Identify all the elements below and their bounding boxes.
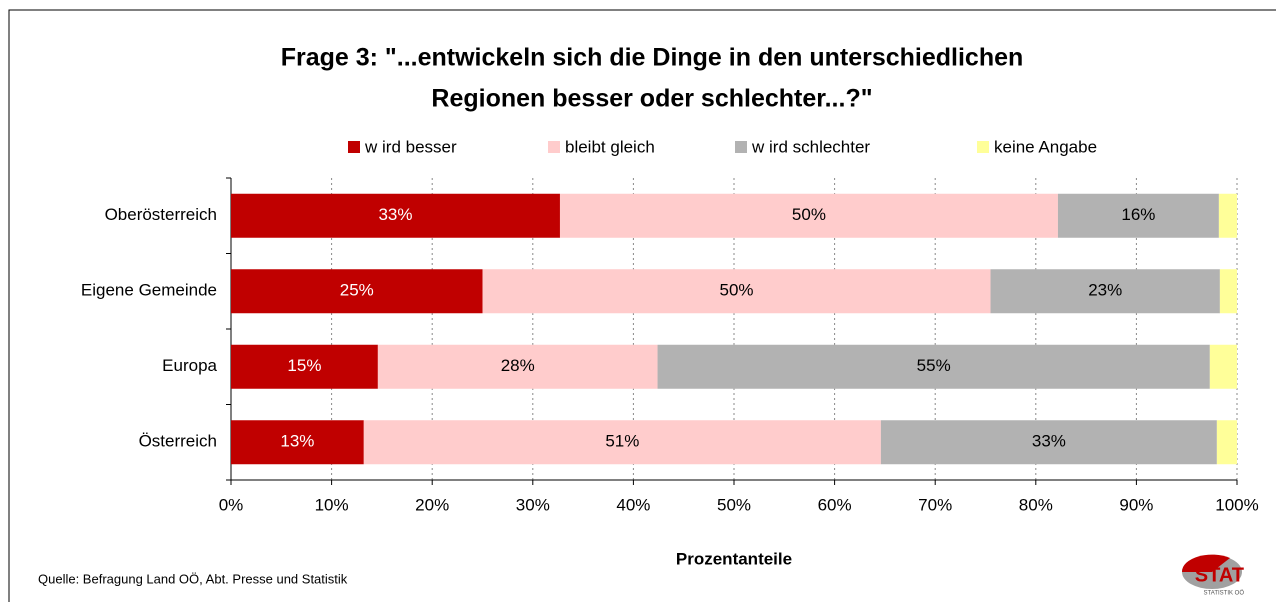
data-label: 15% [287,356,321,375]
logo: STAT STATISTIK OÖ [1181,554,1245,597]
legend-swatch [548,141,560,153]
bar-segment [1219,269,1237,314]
legend-label: w ird besser [364,137,457,156]
x-tick-label: 50% [717,495,751,514]
logo-subtext: STATISTIK OÖ [1204,590,1245,597]
x-tick-label: 20% [415,495,449,514]
bar-segment [482,269,991,314]
data-label: 55% [917,356,951,375]
x-tick-label: 10% [315,495,349,514]
data-label: 33% [1032,432,1066,451]
data-label: 51% [605,432,639,451]
chart-title: Regionen besser oder schlechter...?" [431,85,872,113]
legend-label: w ird schlechter [751,137,870,156]
x-tick-label: 80% [1019,495,1053,514]
x-tick-label: 70% [918,495,952,514]
y-tick-label: Österreich [139,432,217,451]
bar-segment [1216,420,1237,465]
data-label: 13% [280,432,314,451]
bar-segment [231,193,560,238]
bar-segment [1218,193,1237,238]
data-label: 28% [501,356,535,375]
x-tick-label: 60% [818,495,852,514]
x-tick-label: 30% [516,495,550,514]
legend-swatch [735,141,747,153]
bar-segment [880,420,1217,465]
data-label: 50% [792,205,826,224]
bar-segment [377,344,658,389]
bar-segment [1209,344,1237,389]
chart-title: Frage 3: "...entwickeln sich die Dinge i… [281,44,1024,72]
bar-segment [1057,193,1219,238]
bar-segment [231,420,364,465]
data-label: 23% [1088,281,1122,300]
logo-shape [1181,554,1230,572]
legend-label: bleibt gleich [565,137,655,156]
x-tick-label: 100% [1215,495,1258,514]
bar-segment [990,269,1220,314]
bar-segment [559,193,1058,238]
x-tick-label: 90% [1119,495,1153,514]
x-tick-label: 40% [616,495,650,514]
x-tick-label: 0% [219,495,244,514]
data-label: 16% [1121,205,1155,224]
bar-segment [231,344,378,389]
y-tick-label: Europa [162,356,217,375]
logo-text: STAT [1195,564,1244,586]
bar-segment [231,269,483,314]
legend-swatch [977,141,989,153]
data-label: 25% [340,281,374,300]
source: Quelle: Befragung Land OÖ, Abt. Presse u… [38,571,348,586]
legend-swatch [348,141,360,153]
x-axis-label: Prozentanteile [676,549,792,568]
data-label: 33% [378,205,412,224]
y-tick-label: Eigene Gemeinde [81,281,217,300]
y-tick-label: Oberösterreich [105,205,217,224]
bar-segment [363,420,881,465]
bar-segment [657,344,1210,389]
legend-label: keine Angabe [994,137,1097,156]
data-label: 50% [719,281,753,300]
